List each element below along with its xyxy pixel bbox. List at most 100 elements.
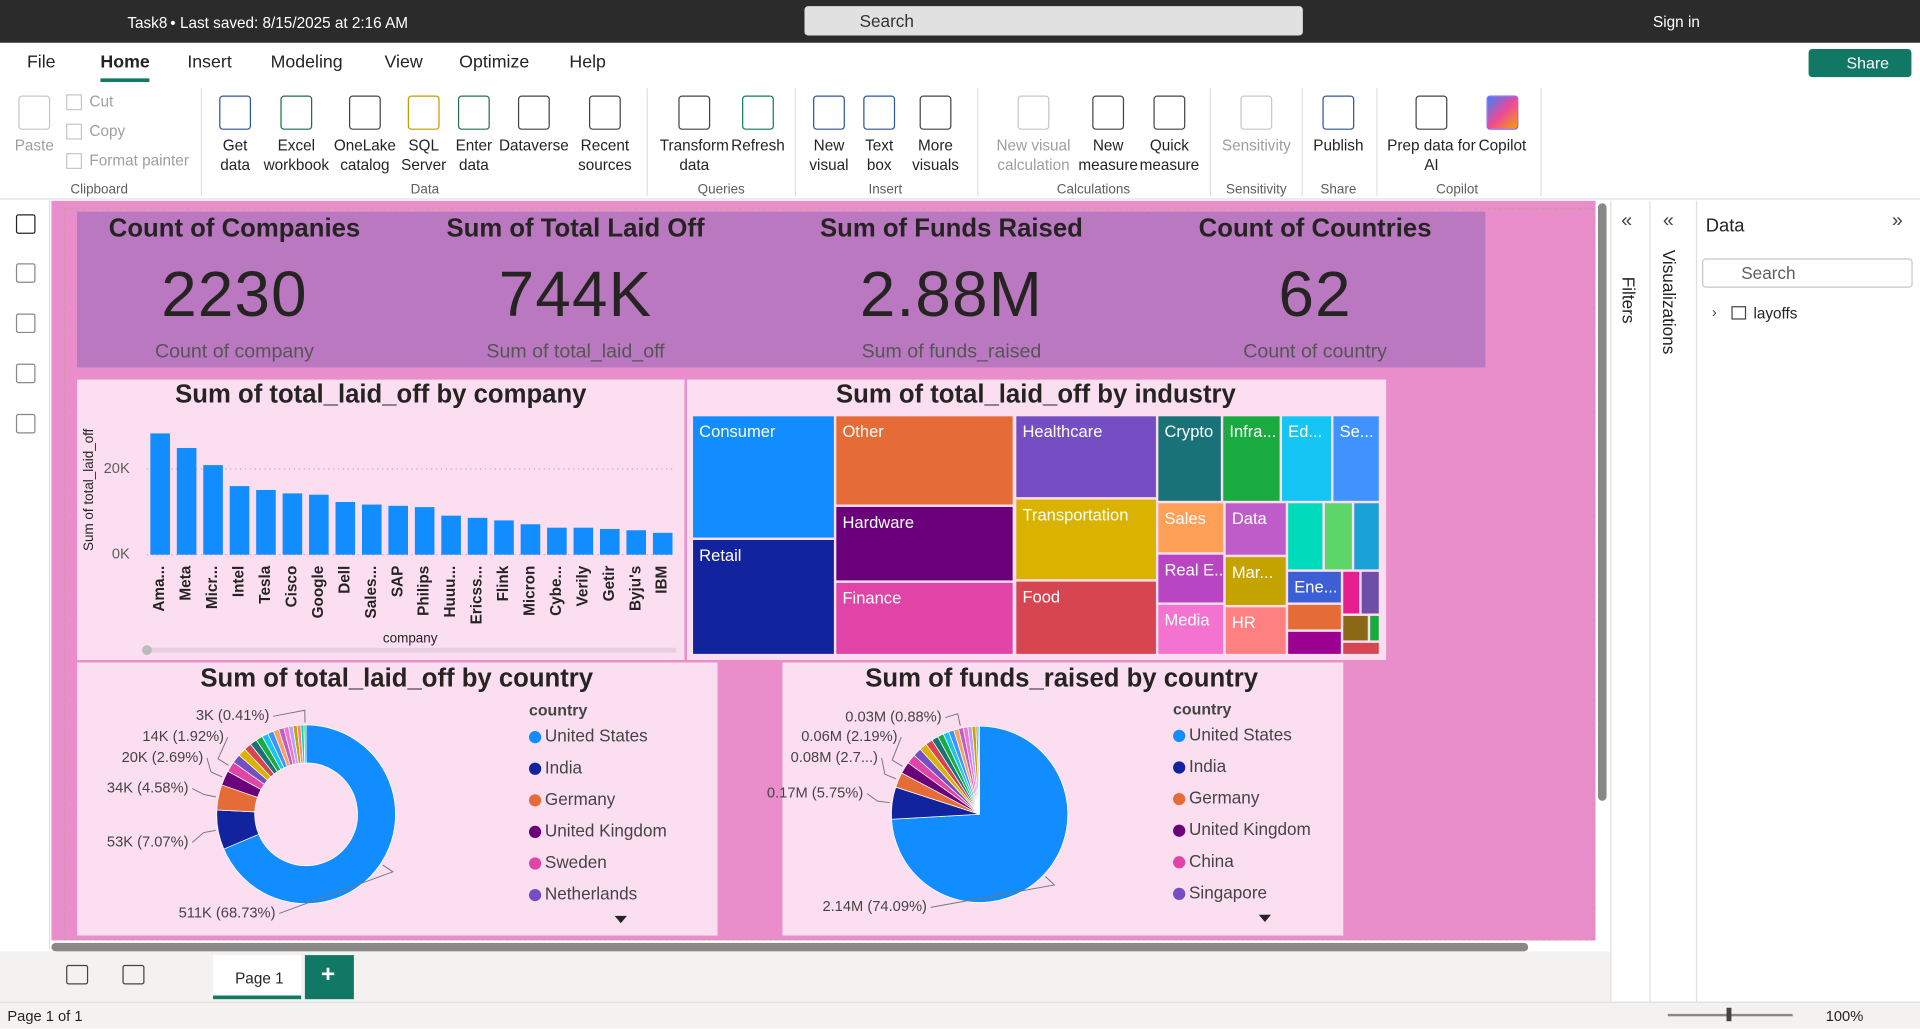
saved-status[interactable]: Last saved: 8/15/2025 at 2:16 AM — [180, 14, 409, 32]
ribbon-button[interactable]: Quick measure — [1139, 137, 1200, 174]
collapse-arrows[interactable]: « — [1662, 210, 1674, 232]
viz-pane[interactable] — [1649, 200, 1695, 1002]
rail-icon[interactable] — [15, 363, 36, 384]
ribbon-button[interactable]: Excel workbook — [263, 137, 330, 174]
ribbon-button[interactable]: Get data — [220, 137, 251, 174]
ribbon-button[interactable]: Dataverse — [498, 137, 569, 155]
treemap-tile[interactable] — [1343, 615, 1368, 641]
treemap-tile[interactable]: Transportation — [1016, 499, 1156, 580]
ribbon-icon[interactable] — [517, 95, 550, 130]
treemap-tile[interactable]: Real E... — [1158, 554, 1224, 603]
treemap-tile[interactable]: Mar... — [1225, 557, 1286, 605]
treemap-tile[interactable]: Finance — [836, 582, 1013, 654]
ribbon-icon[interactable] — [1322, 95, 1355, 130]
ribbon-icon[interactable] — [457, 95, 490, 130]
treemap-tile[interactable]: Infra... — [1223, 416, 1280, 501]
ribbon-small-button[interactable]: Format painter — [89, 151, 189, 169]
zoom-thumb[interactable] — [1726, 1007, 1732, 1022]
treemap-tile[interactable] — [1370, 615, 1379, 641]
treemap-tile[interactable]: Retail — [693, 540, 834, 654]
menu-item[interactable]: Modeling — [270, 52, 343, 73]
h-scrollbar[interactable] — [51, 942, 1529, 952]
menu-item[interactable]: Home — [100, 52, 150, 73]
treemap-tile[interactable]: Ed... — [1282, 416, 1332, 501]
treemap-tile[interactable]: Hardware — [836, 506, 1013, 581]
add-page[interactable] — [304, 955, 354, 1000]
treemap-tile[interactable] — [1288, 631, 1341, 654]
treemap-tile[interactable]: Se... — [1333, 416, 1379, 501]
ribbon-icon[interactable] — [280, 95, 313, 130]
collapse-arrows[interactable]: « — [1621, 210, 1633, 232]
ribbon-button[interactable]: Text box — [865, 137, 894, 174]
treemap-tile[interactable] — [1343, 642, 1379, 654]
rail-icon[interactable] — [15, 214, 36, 234]
treemap-tile[interactable]: Consumer — [693, 416, 834, 538]
table-chevron[interactable]: › — [1711, 303, 1717, 321]
treemap-tile[interactable]: Sales — [1158, 503, 1224, 553]
ribbon-small-button[interactable]: Cut — [89, 93, 114, 111]
ribbon-icon[interactable] — [1092, 95, 1125, 130]
ribbon-button[interactable]: Paste — [14, 137, 54, 155]
page-tab[interactable] — [213, 955, 302, 1000]
ribbon-icon[interactable] — [219, 95, 252, 130]
menu-item[interactable]: Insert — [187, 52, 232, 73]
treemap-tile[interactable] — [1288, 604, 1341, 630]
ribbon-icon[interactable] — [813, 95, 845, 130]
search-box[interactable] — [804, 6, 1303, 36]
treemap-tile[interactable]: Crypto — [1158, 416, 1221, 501]
ribbon-icon[interactable] — [588, 95, 621, 130]
rail-icon[interactable] — [15, 313, 36, 334]
ribbon-button[interactable]: OneLake catalog — [333, 137, 396, 174]
treemap-tile[interactable]: Media — [1158, 604, 1224, 654]
treemap-tile[interactable]: Healthcare — [1016, 416, 1156, 498]
treemap-tile[interactable] — [1361, 571, 1379, 614]
ribbon-icon[interactable] — [863, 95, 896, 130]
ribbon-button[interactable]: More visuals — [912, 137, 959, 174]
treemap-tile[interactable] — [1354, 503, 1379, 570]
ribbon-icon[interactable] — [1415, 95, 1448, 130]
rail-icon[interactable] — [15, 263, 36, 283]
table-name[interactable]: layoffs — [1753, 304, 1798, 323]
ribbon-icon[interactable] — [919, 95, 952, 130]
ribbon-icon[interactable] — [742, 95, 774, 130]
view-icon[interactable] — [66, 964, 89, 985]
ribbon-button[interactable]: Enter data — [455, 137, 493, 174]
ribbon-button[interactable]: Prep data for AI — [1387, 137, 1476, 174]
treemap-tile[interactable]: Other — [836, 416, 1013, 505]
ribbon-icon[interactable] — [18, 95, 51, 130]
share-button[interactable] — [1808, 48, 1912, 78]
treemap-tile[interactable] — [1343, 571, 1360, 614]
ribbon-icon[interactable] — [1017, 95, 1050, 130]
ribbon-small-button[interactable]: Copy — [89, 122, 126, 140]
ribbon-icon[interactable] — [678, 95, 711, 130]
ribbon-button[interactable]: New visual — [809, 137, 849, 174]
menu-item[interactable]: Optimize — [459, 52, 530, 73]
treemap-tile[interactable]: Data — [1225, 503, 1286, 555]
view-icon[interactable] — [122, 964, 145, 985]
treemap-tile[interactable] — [1324, 503, 1352, 570]
ribbon-button[interactable]: SQL Server — [401, 137, 447, 174]
treemap-tile[interactable] — [1288, 503, 1323, 570]
expand-arrows[interactable]: » — [1891, 210, 1903, 232]
rail-icon[interactable] — [15, 413, 36, 434]
ribbon-icon[interactable] — [1153, 95, 1186, 130]
ribbon-icon[interactable] — [1486, 95, 1519, 130]
sign-in[interactable]: Sign in — [1653, 13, 1700, 31]
ribbon-button[interactable]: Recent sources — [578, 137, 632, 174]
ribbon-icon[interactable] — [1240, 95, 1273, 130]
ribbon-button[interactable]: Publish — [1313, 137, 1364, 155]
treemap-tile[interactable]: Ene... — [1288, 571, 1341, 603]
filters-pane[interactable] — [1610, 200, 1649, 1002]
ribbon-button[interactable]: Transform data — [659, 137, 729, 174]
menu-item[interactable]: View — [384, 52, 423, 73]
ribbon-button[interactable]: Refresh — [731, 137, 785, 155]
treemap-tile[interactable]: Food — [1016, 581, 1156, 654]
v-scrollbar[interactable] — [1597, 203, 1607, 801]
ribbon-icon[interactable] — [348, 95, 381, 130]
ribbon-button[interactable]: New visual calculation — [996, 137, 1071, 174]
ribbon-button[interactable]: New measure — [1078, 137, 1138, 174]
data-search[interactable] — [1702, 258, 1913, 288]
ribbon-icon[interactable] — [407, 95, 440, 130]
treemap-tile[interactable]: HR — [1225, 607, 1286, 654]
ribbon-button[interactable]: Copilot — [1478, 137, 1527, 155]
